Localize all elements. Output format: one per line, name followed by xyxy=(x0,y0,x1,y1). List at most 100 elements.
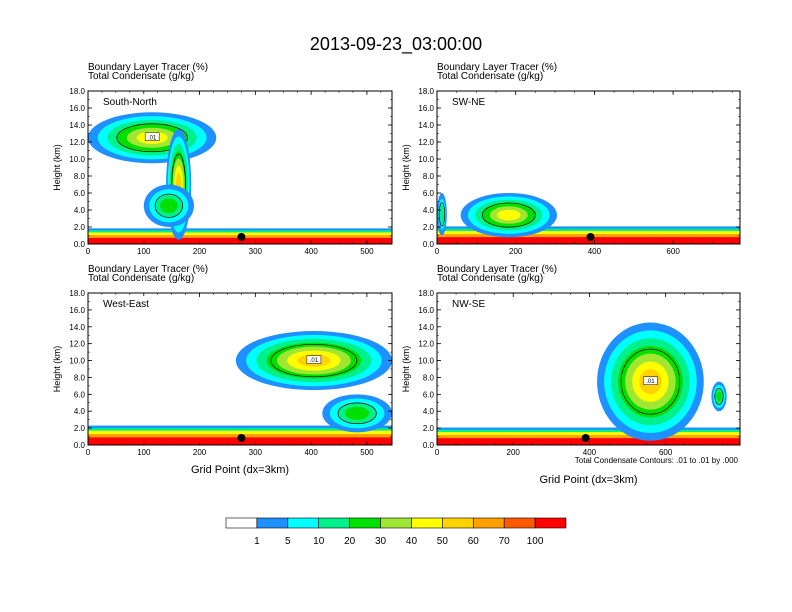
y-tick-label: 8.0 xyxy=(74,172,86,181)
colorbar-label: 10 xyxy=(313,536,325,547)
cloud-band xyxy=(716,391,722,402)
y-tick-label: 8.0 xyxy=(423,172,435,181)
y-tick-label: 4.0 xyxy=(74,206,86,215)
contour-label: .01 xyxy=(310,358,319,364)
x-tick-label: 200 xyxy=(193,247,207,256)
panel-subtitle-line: Total Condensate (g/kg) xyxy=(437,71,543,82)
panel-name: SW-NE xyxy=(452,97,485,108)
x-tick-label: 200 xyxy=(509,247,523,256)
x-tick-label: 300 xyxy=(249,448,263,457)
x-tick-label: 600 xyxy=(666,247,680,256)
contour-note: Total Condensate Contours: .01 to .01 by… xyxy=(575,456,739,465)
x-tick-label: 0 xyxy=(86,448,91,457)
cloud-band xyxy=(497,209,521,221)
boundary-layer-band xyxy=(437,237,740,244)
location-marker xyxy=(237,233,246,241)
colorbar-label: 60 xyxy=(468,536,480,547)
y-tick-label: 2.0 xyxy=(74,223,86,232)
location-marker xyxy=(237,434,246,442)
condensate-contour xyxy=(116,123,188,153)
colorbar-label: 5 xyxy=(285,536,291,547)
y-tick-label: 14.0 xyxy=(69,121,85,130)
x-axis-label: Grid Point (dx=3km) xyxy=(539,474,637,486)
x-tick-label: 400 xyxy=(583,448,597,457)
field-group xyxy=(88,112,392,244)
y-axis-label: Height (km) xyxy=(401,144,411,191)
x-tick-label: 0 xyxy=(435,448,440,457)
y-axis-label: Height (km) xyxy=(52,346,62,393)
y-tick-label: 6.0 xyxy=(423,189,435,198)
y-tick-label: 12.0 xyxy=(69,340,85,349)
y-tick-label: 16.0 xyxy=(418,104,434,113)
colorbar-label: 1 xyxy=(254,536,260,547)
y-tick-label: 18.0 xyxy=(418,87,434,96)
colorbar: 1 5 10 20 30 40 50 60 70 100 xyxy=(225,517,567,547)
panel-subtitle-line: Boundary Layer Tracer (%) xyxy=(437,264,557,275)
y-tick-label: 4.0 xyxy=(423,206,435,215)
condensate-contour xyxy=(481,202,536,228)
y-axis-label: Height (km) xyxy=(52,144,62,191)
colorbar-cell xyxy=(472,517,505,529)
cloud-band xyxy=(160,198,178,214)
y-tick-label: 2.0 xyxy=(423,223,435,232)
colorbar-label: 20 xyxy=(344,536,356,547)
y-tick-label: 16.0 xyxy=(69,104,85,113)
contour-label-box xyxy=(306,355,322,364)
colorbar-cell xyxy=(534,517,567,529)
colorbar-label: 30 xyxy=(375,536,387,547)
x-tick-label: 0 xyxy=(435,247,440,256)
y-tick-label: 16.0 xyxy=(418,306,434,315)
colorbar-cell xyxy=(411,517,443,529)
contour-label-box xyxy=(144,132,160,141)
y-tick-label: 0.0 xyxy=(423,240,435,249)
location-marker xyxy=(586,233,595,241)
x-tick-label: 500 xyxy=(360,247,374,256)
boundary-layer-band xyxy=(437,438,740,445)
x-tick-label: 200 xyxy=(507,448,521,457)
panel-subtitle-line: Boundary Layer Tracer (%) xyxy=(88,62,208,73)
field-group xyxy=(88,331,392,445)
panel-name: NW-SE xyxy=(452,299,485,310)
y-tick-label: 10.0 xyxy=(418,357,434,366)
y-tick-label: 6.0 xyxy=(74,390,86,399)
panel-subtitle-line: Boundary Layer Tracer (%) xyxy=(88,264,208,275)
colorbar-label: 70 xyxy=(499,536,511,547)
x-tick-label: 300 xyxy=(249,247,263,256)
y-tick-label: 10.0 xyxy=(69,357,85,366)
x-tick-label: 400 xyxy=(304,247,318,256)
panel-name-bg xyxy=(447,296,487,311)
panel-sw-ne: Boundary Layer Tracer (%)Total Condensat… xyxy=(401,62,741,256)
y-tick-label: 10.0 xyxy=(69,155,85,164)
colorbar-cell xyxy=(256,517,289,529)
x-tick-label: 100 xyxy=(137,247,151,256)
colorbar-label: 100 xyxy=(527,536,544,547)
colorbar-label: 50 xyxy=(437,536,449,547)
panel-name: South-North xyxy=(103,97,157,108)
condensate-contour xyxy=(438,202,445,227)
y-tick-label: 18.0 xyxy=(69,87,85,96)
y-tick-label: 2.0 xyxy=(74,424,86,433)
y-tick-label: 0.0 xyxy=(74,240,86,249)
colorbar-cell xyxy=(225,517,258,529)
panel-west-east: Boundary Layer Tracer (%)Total Condensat… xyxy=(52,264,393,476)
y-tick-label: 2.0 xyxy=(423,424,435,433)
cloud-band xyxy=(345,406,370,420)
condensate-contour xyxy=(714,387,724,405)
x-tick-label: 0 xyxy=(86,247,91,256)
y-tick-label: 4.0 xyxy=(74,407,86,416)
contour-label: .01 xyxy=(646,379,655,385)
y-tick-label: 0.0 xyxy=(423,441,435,450)
cloud-band xyxy=(439,204,445,224)
y-tick-label: 12.0 xyxy=(418,138,434,147)
panels-group: Boundary Layer Tracer (%) Total Condensat… xyxy=(52,62,741,486)
panel-name: West-East xyxy=(103,299,149,310)
panel-nw-se: Boundary Layer Tracer (%) Total Condensat… xyxy=(401,264,741,486)
contour-label-box xyxy=(643,376,658,385)
y-tick-label: 14.0 xyxy=(69,323,85,332)
colorbar-cell xyxy=(349,517,381,529)
y-tick-label: 10.0 xyxy=(418,155,434,164)
y-tick-label: 6.0 xyxy=(74,189,86,198)
x-tick-label: 200 xyxy=(193,448,207,457)
y-tick-label: 8.0 xyxy=(423,373,435,382)
y-tick-label: 6.0 xyxy=(423,390,435,399)
